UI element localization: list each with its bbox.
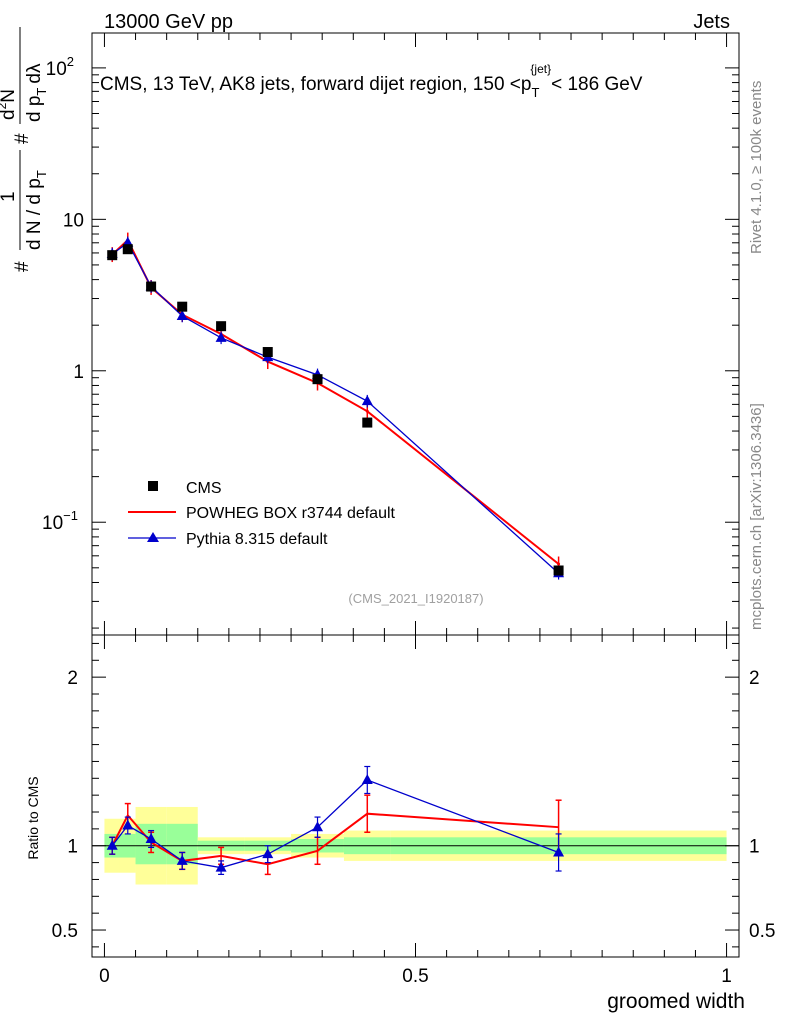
pythia-ratio-point <box>312 821 324 832</box>
pythia-ratio-point <box>106 839 118 850</box>
svg-text:#: # <box>12 133 33 144</box>
svg-text:d2N: d2N <box>0 89 19 120</box>
x-tick-label: 1 <box>721 966 732 987</box>
ratio-series-layer <box>106 765 565 876</box>
plot-title-prefix: CMS, 13 TeV, AK8 jets, forward dijet reg… <box>100 74 531 95</box>
y-tick-label: 10−1 <box>42 508 78 534</box>
ratio-axis-label: Ratio to CMS <box>25 776 41 859</box>
ratio-plot-frame <box>91 634 740 958</box>
cms-point <box>262 347 273 358</box>
cms-point <box>122 244 133 255</box>
cms-point <box>107 250 118 261</box>
y-tick-label: 10 <box>63 210 84 231</box>
plot-title-sup: {jet} <box>530 62 551 76</box>
legend-marker-pythia <box>147 532 159 542</box>
powheg-point <box>365 409 369 413</box>
ylabel-one: 1 <box>0 191 19 202</box>
main-series-layer <box>106 232 565 580</box>
ylabel-t2: T <box>34 88 49 96</box>
ylabel-n: N <box>0 89 19 103</box>
axis-ticks: 0 0.5 1 10−1 1 10 102 0.5 0.5 1 1 2 2 <box>42 33 775 987</box>
svg-text:d pTdλ: d pTdλ <box>24 63 49 122</box>
ratio-y-tick-label-right: 0.5 <box>749 921 775 942</box>
cms-point <box>362 417 373 428</box>
svg-text:1: 1 <box>0 191 19 202</box>
ylabel-lambda: λ <box>24 63 45 73</box>
pythia-ratio-point <box>361 773 373 784</box>
x-tick-label: 0 <box>99 966 110 987</box>
ratio-y-tick-label-right: 1 <box>749 837 760 858</box>
ylabel-dn-dpt: d N / d p <box>24 178 45 250</box>
ratio-y-tick-label: 2 <box>67 668 78 689</box>
ylabel-two: 2 <box>0 102 9 109</box>
plot-title-suffix: < 186 GeV <box>551 74 643 95</box>
ylabel-d2: d <box>24 73 45 84</box>
x-axis-label: groomed width <box>607 990 745 1013</box>
legend-marker-cms <box>148 481 158 491</box>
legend-label-cms: CMS <box>186 480 222 497</box>
ylabel-d: d <box>0 109 19 120</box>
legend: CMS POWHEG BOX r3744 default Pythia 8.31… <box>128 480 396 548</box>
mcplots-label: mcplots.cern.ch [arXiv:1306.3436] <box>748 403 765 630</box>
svg-text:#: # <box>12 261 33 272</box>
y-tick-label: 102 <box>46 54 74 80</box>
pythia-point <box>361 395 373 406</box>
pythia-ratio-point <box>176 854 188 865</box>
ylabel-hash2: # <box>12 133 33 144</box>
pythia-ratio-point <box>215 861 227 872</box>
ylabel-dp: d p <box>24 96 45 122</box>
pythia-ratio-point <box>262 848 274 859</box>
cms-point <box>177 301 188 312</box>
ylabel-hash1: # <box>12 261 33 272</box>
y-tick-label: 1 <box>73 362 84 383</box>
analysis-tag: (CMS_2021_I1920187) <box>348 591 483 606</box>
powheg-point <box>557 562 561 566</box>
legend-label-powheg: POWHEG BOX r3744 default <box>186 505 396 522</box>
cms-point <box>553 565 564 576</box>
ratio-y-tick-label: 0.5 <box>52 921 78 942</box>
plot-title-sub: T <box>531 85 539 100</box>
x-tick-label: 0.5 <box>402 966 428 987</box>
pythia-ratio-point <box>145 832 157 843</box>
plot-title: CMS, 13 TeV, AK8 jets, forward dijet reg… <box>100 62 643 100</box>
pythia-line <box>111 241 560 574</box>
cms-point <box>216 321 227 332</box>
y-axis-label: # 1 d N / d pT # d2N d pTdλ <box>0 27 49 272</box>
pythia-point <box>215 331 227 342</box>
ylabel-t1: T <box>34 170 49 178</box>
pythia-point <box>176 309 188 320</box>
rivet-version-label: Rivet 4.1.0, ≥ 100k events <box>748 80 765 254</box>
legend-label-pythia: Pythia 8.315 default <box>186 531 328 548</box>
cms-point <box>312 374 323 385</box>
energy-label: 13000 GeV pp <box>104 11 233 33</box>
pythia-ratio-point <box>122 819 134 830</box>
ratio-y-tick-label-right: 2 <box>749 668 760 689</box>
svg-text:d N / d pT: d N / d pT <box>24 170 49 250</box>
category-label: Jets <box>693 11 730 33</box>
pythia-ratio-point <box>553 846 565 857</box>
cms-point <box>146 281 157 292</box>
ratio-y-tick-label: 1 <box>67 837 78 858</box>
